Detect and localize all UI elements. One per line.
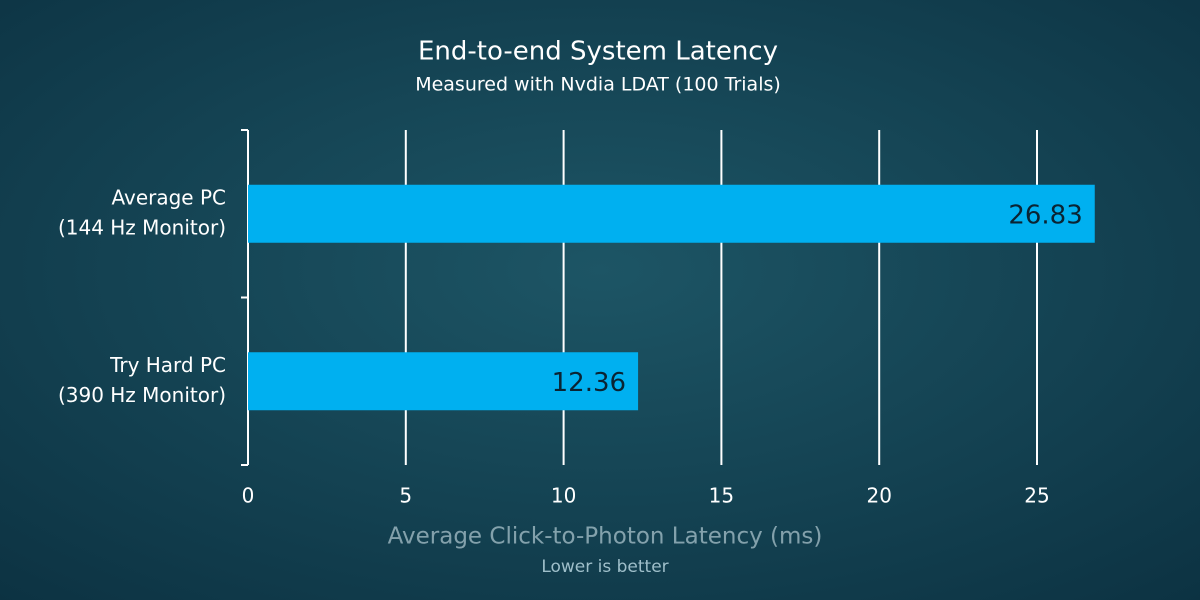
x-tick-label: 25 [1024, 484, 1049, 508]
chart-title: End-to-end System Latency [418, 37, 778, 67]
y-tick-label: Average PC [111, 185, 226, 209]
y-tick-label: (390 Hz Monitor) [58, 383, 226, 407]
x-axis-label: Average Click-to-Photon Latency (ms) [388, 524, 823, 550]
y-tick-label: Try Hard PC [109, 353, 226, 377]
x-tick-label: 20 [866, 484, 891, 508]
x-tick-label: 10 [551, 484, 576, 508]
x-tick-label: 5 [399, 484, 412, 508]
x-tick-label: 15 [709, 484, 734, 508]
bar [248, 184, 1095, 243]
bar [248, 352, 639, 411]
value-label: 12.36 [552, 368, 626, 398]
note: Lower is better [541, 557, 668, 577]
y-tick-label: (144 Hz Monitor) [58, 215, 226, 239]
x-tick-label: 0 [242, 484, 255, 508]
chart-subtitle: Measured with Nvdia LDAT (100 Trials) [415, 74, 781, 96]
value-label: 26.83 [1008, 200, 1082, 230]
